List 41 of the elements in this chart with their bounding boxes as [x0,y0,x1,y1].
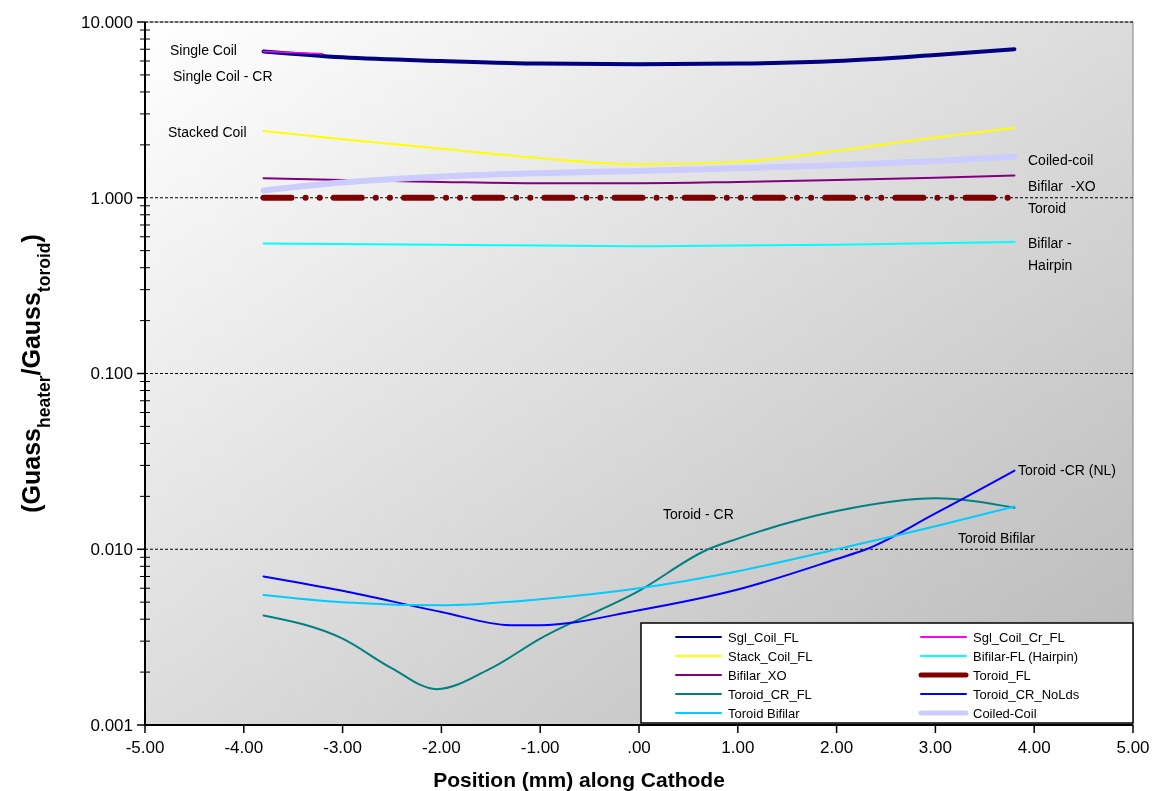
y-tick-label: 0.100 [90,364,133,384]
y-tick-label: 0.001 [90,715,133,735]
annotation: Toroid Bifilar [958,529,1036,546]
annotation: Hairpin [1028,256,1073,273]
x-tick-label: -5.00 [125,738,165,757]
legend-label: Sgl_Coil_Cr_FL [973,629,1065,645]
x-tick-label: -3.00 [323,738,362,757]
annotation: Toroid - CR [663,505,734,522]
legend-label: Toroid_CR_NoLds [973,686,1080,702]
legend-label: Toroid_CR_FL [728,686,812,702]
legend-label: Coiled-Coil [973,705,1037,721]
x-axis-title: Position (mm) along Cathode [433,768,725,791]
legend-label: Bifilar-FL (Hairpin) [973,648,1078,664]
legend-label: Toroid_FL [973,667,1031,683]
annotation: Toroid [1028,199,1067,216]
y-tick-label: 1.000 [90,188,133,208]
x-tick-label: 2.00 [820,738,854,757]
line-series [261,47,1017,67]
legend-label: Sgl_Coil_FL [728,629,799,645]
legend-label: Toroid Bifilar [728,705,801,721]
x-tick-label: 4.00 [1017,738,1051,757]
annotation: Toroid -CR (NL) [1018,461,1117,478]
line-series [262,174,1016,185]
annotation: Single Coil [170,41,237,58]
x-tick-label: -2.00 [422,738,461,757]
x-tick-label: 5.00 [1116,738,1150,757]
legend-label: Stack_Coil_FL [728,648,813,664]
annotation: Coiled-coil [1028,151,1094,168]
legend-label: Bifilar_XO [728,667,787,683]
x-tick-label: 3.00 [918,738,952,757]
annotation: Stacked Coil [168,123,247,140]
x-tick-label: 1.00 [721,738,755,757]
x-tick-label: -4.00 [224,738,264,757]
annotation: Bifilar - [1028,234,1072,251]
x-tick-label: .00 [627,738,651,757]
y-tick-label: 10.000 [81,12,133,32]
y-tick-label: 0.010 [90,540,133,560]
line-series [262,126,1016,166]
x-tick-label: -1.00 [520,738,560,757]
annotation: Single Coil - CR [173,67,273,84]
annotation: Bifilar -XO [1028,177,1096,194]
